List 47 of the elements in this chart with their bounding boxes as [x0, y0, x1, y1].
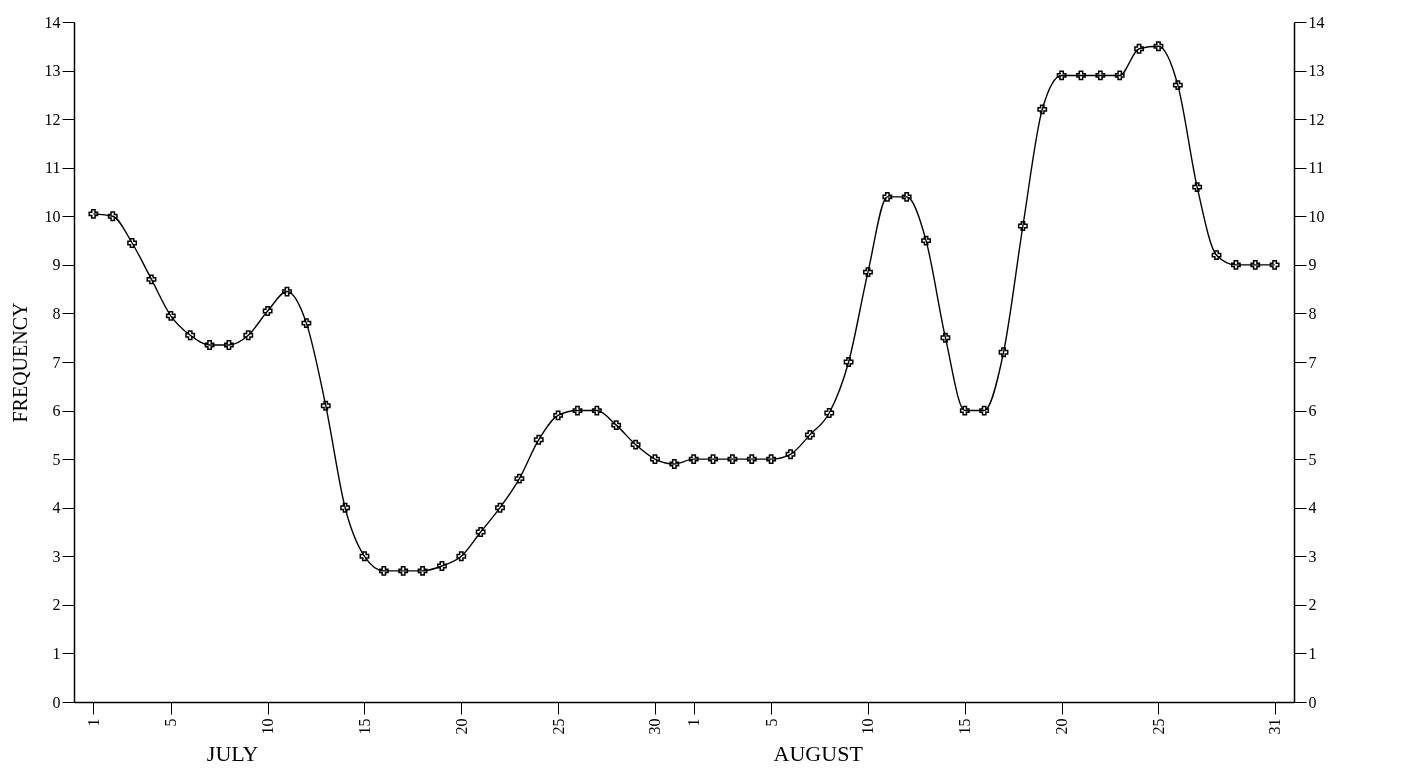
x-tick-label: 1 [84, 718, 102, 727]
y2-tick-label: 5 [1308, 450, 1317, 468]
x-tick-label: 25 [1149, 718, 1167, 735]
x-tick-label: 1 [685, 718, 703, 727]
y2-tick-label: 7 [1308, 353, 1317, 371]
y2-tick-label: 6 [1308, 402, 1317, 420]
y2-tick-label: 9 [1308, 256, 1317, 274]
y-tick-label: 8 [52, 304, 61, 322]
y-tick-label: 14 [44, 13, 61, 31]
x-tick-label: 20 [452, 718, 470, 735]
text: JULY [206, 741, 259, 766]
y-tick-label: 2 [52, 596, 61, 614]
y-axis-title: FREQUENCY [8, 302, 31, 423]
x-tick-label: 10 [259, 718, 277, 735]
x-tick-label: 5 [162, 718, 180, 727]
y2-tick-label: 1 [1308, 644, 1317, 662]
x-tick-label: 15 [956, 718, 974, 735]
y2-tick-label: 4 [1308, 499, 1317, 517]
x-tick-label: 10 [859, 718, 877, 735]
y-tick-label: 6 [52, 402, 61, 420]
y-tick-label: 0 [52, 693, 61, 711]
y2-tick-label: 2 [1308, 596, 1317, 614]
y-tick-label: 3 [52, 547, 61, 565]
y-tick-label: 5 [52, 450, 61, 468]
text: AUGUST [773, 741, 864, 766]
x-tick-label: 25 [549, 718, 567, 735]
y2-tick-label: 14 [1308, 13, 1325, 31]
x-tick-label: 15 [355, 718, 373, 735]
y-tick-label: 11 [45, 159, 61, 177]
y2-tick-label: 13 [1308, 62, 1325, 80]
x-tick-label: 5 [762, 718, 780, 727]
y2-tick-label: 3 [1308, 547, 1317, 565]
y-tick-label: 7 [52, 353, 61, 371]
y-tick-label: 9 [52, 256, 61, 274]
x-tick-label: 30 [646, 718, 664, 735]
y-tick-label: 4 [52, 499, 61, 517]
y2-tick-label: 11 [1308, 159, 1324, 177]
y2-tick-label: 12 [1308, 110, 1325, 128]
y-tick-label: 1 [52, 644, 61, 662]
x-tick-label: 31 [1266, 718, 1284, 735]
y2-tick-label: 8 [1308, 304, 1317, 322]
y2-tick-label: 0 [1308, 693, 1317, 711]
y2-tick-label: 10 [1308, 207, 1325, 225]
y-tick-label: 13 [44, 62, 61, 80]
y-tick-label: 12 [44, 110, 61, 128]
x-tick-label: 20 [1053, 718, 1071, 735]
y-tick-label: 10 [44, 207, 61, 225]
